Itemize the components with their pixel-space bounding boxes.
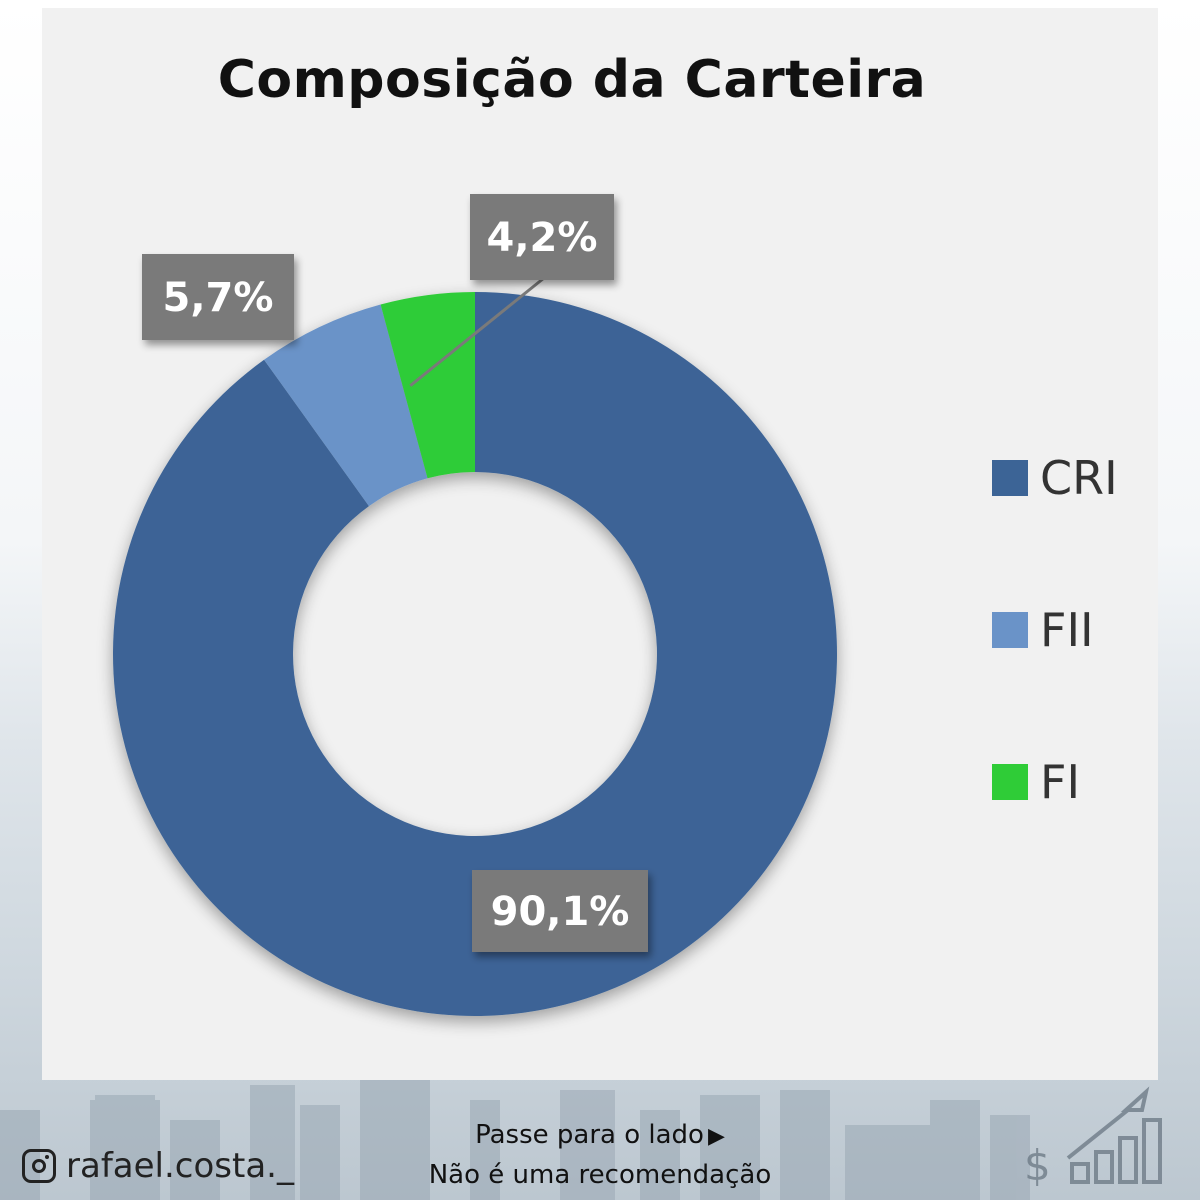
data-label-text: 90,1% [491,889,630,935]
donut-chart: 90,1% 5,7% 4,2% [112,194,837,1016]
legend-label: FI [1040,755,1081,809]
finance-growth-logo-icon: $ [1024,1086,1162,1190]
data-label-cri: 90,1% [472,870,648,952]
data-label-box [470,194,614,280]
legend-swatch [992,612,1028,648]
data-label-text: 5,7% [163,275,274,321]
disclaimer-text: Não é uma recomendação [428,1160,772,1190]
donut-slice-fi [380,292,475,479]
swipe-text: Passe para o lado [475,1120,704,1150]
legend-swatch [992,764,1028,800]
instagram-handle[interactable]: rafael.costa._ [22,1146,294,1186]
data-label-fi: 4,2% [470,194,614,280]
handle-text: rafael.costa._ [66,1146,294,1186]
legend-item-fii: FII [992,600,1094,660]
data-label-text: 4,2% [487,215,598,261]
data-label-box [472,870,648,952]
data-label-box [142,254,294,340]
data-label-fii: 5,7% [142,254,294,340]
instagram-icon [22,1149,56,1183]
legend-item-cri: CRI [992,448,1118,508]
chart-card: Composição da Carteira 90,1% 5,7% 4,2% CRI… [42,8,1158,1080]
legend-label: FII [1040,603,1094,657]
donut-slice-cri [112,292,837,1016]
chart-title: Composição da Carteira [217,50,927,110]
legend-item-fi: FI [992,752,1080,812]
legend-swatch [992,460,1028,496]
legend-label: CRI [1040,451,1118,505]
triangle-right-icon: ▶ [707,1124,725,1149]
leader-line-fi [409,276,545,387]
donut-slice-fii [264,304,428,507]
footer-notice: Passe para o lado ▶ Não é uma recomendaçã… [370,1116,830,1194]
svg-text:$: $ [1024,1141,1051,1190]
